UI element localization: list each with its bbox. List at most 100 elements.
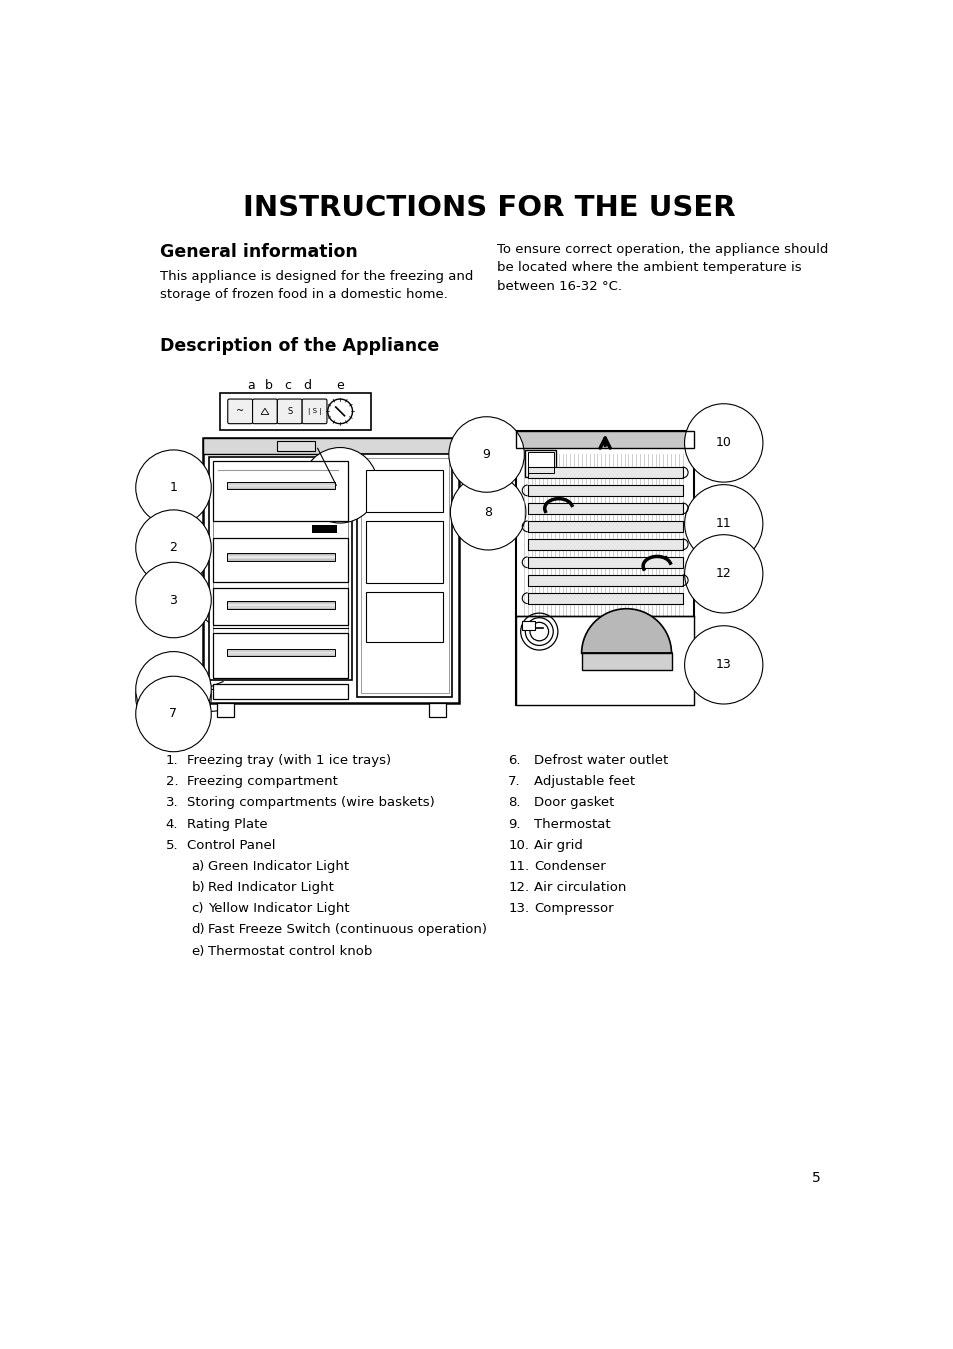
Bar bbox=[527, 575, 682, 585]
Text: Air circulation: Air circulation bbox=[534, 881, 625, 894]
Bar bbox=[527, 538, 682, 549]
Bar bbox=[525, 449, 556, 476]
Text: 7: 7 bbox=[170, 707, 177, 720]
Bar bbox=[521, 621, 534, 630]
Text: Thermostat: Thermostat bbox=[534, 817, 610, 831]
Text: 11.: 11. bbox=[508, 859, 529, 873]
Bar bbox=[209, 457, 352, 680]
Bar bbox=[227, 654, 335, 657]
Text: Storing compartments (wire baskets): Storing compartments (wire baskets) bbox=[187, 796, 435, 809]
Text: Red Indicator Light: Red Indicator Light bbox=[208, 881, 334, 894]
Text: Freezing compartment: Freezing compartment bbox=[187, 776, 338, 788]
Text: 7.: 7. bbox=[508, 776, 520, 788]
Bar bbox=[527, 592, 682, 603]
Bar bbox=[227, 652, 335, 653]
Bar bbox=[227, 486, 335, 488]
Text: | S |: | S | bbox=[308, 407, 321, 415]
Bar bbox=[227, 482, 335, 483]
Bar bbox=[227, 482, 335, 490]
Text: 13: 13 bbox=[715, 658, 731, 672]
Text: e): e) bbox=[192, 944, 205, 958]
Text: 8: 8 bbox=[483, 506, 492, 519]
Text: 10: 10 bbox=[715, 437, 731, 449]
Text: 13.: 13. bbox=[508, 902, 529, 915]
Text: b: b bbox=[265, 379, 273, 393]
Text: Freezing tray (with 1 ice trays): Freezing tray (with 1 ice trays) bbox=[187, 754, 391, 768]
Text: Rating Plate: Rating Plate bbox=[187, 817, 268, 831]
Bar bbox=[429, 703, 446, 718]
Bar bbox=[213, 538, 348, 583]
Text: 10.: 10. bbox=[508, 839, 529, 851]
Text: Green Indicator Light: Green Indicator Light bbox=[208, 859, 349, 873]
Bar bbox=[516, 616, 694, 704]
Text: Door gasket: Door gasket bbox=[534, 796, 614, 809]
Text: Yellow Indicator Light: Yellow Indicator Light bbox=[208, 902, 350, 915]
Bar bbox=[227, 553, 335, 561]
Text: Thermostat control knob: Thermostat control knob bbox=[208, 944, 373, 958]
Bar bbox=[527, 486, 682, 496]
Bar bbox=[220, 393, 371, 430]
Circle shape bbox=[328, 399, 353, 424]
Bar bbox=[516, 432, 694, 448]
Text: 5: 5 bbox=[335, 479, 344, 492]
Text: Control Panel: Control Panel bbox=[187, 839, 275, 851]
Bar bbox=[216, 703, 233, 718]
Text: Compressor: Compressor bbox=[534, 902, 613, 915]
Bar bbox=[227, 602, 335, 610]
Text: ~: ~ bbox=[235, 406, 244, 417]
Text: 11: 11 bbox=[715, 517, 731, 530]
Bar bbox=[227, 483, 335, 484]
Text: 2.: 2. bbox=[166, 776, 178, 788]
Bar bbox=[213, 460, 348, 676]
Bar bbox=[227, 554, 335, 556]
Bar bbox=[366, 592, 443, 642]
Bar bbox=[366, 522, 443, 583]
FancyBboxPatch shape bbox=[302, 399, 327, 424]
Bar bbox=[227, 484, 335, 486]
Text: Adjustable feet: Adjustable feet bbox=[534, 776, 635, 788]
Text: General information: General information bbox=[159, 243, 357, 260]
Bar bbox=[360, 459, 448, 693]
Bar bbox=[227, 650, 335, 652]
Bar bbox=[227, 603, 335, 604]
Bar bbox=[227, 488, 335, 490]
Bar bbox=[227, 607, 335, 610]
Text: e: e bbox=[335, 379, 344, 393]
Text: 1: 1 bbox=[170, 482, 177, 494]
FancyBboxPatch shape bbox=[277, 399, 302, 424]
Text: 12.: 12. bbox=[508, 881, 529, 894]
Text: 1.: 1. bbox=[166, 754, 178, 768]
Wedge shape bbox=[581, 608, 671, 653]
FancyBboxPatch shape bbox=[228, 399, 253, 424]
FancyBboxPatch shape bbox=[253, 399, 277, 424]
Text: Description of the Appliance: Description of the Appliance bbox=[159, 337, 438, 355]
Bar bbox=[527, 467, 682, 478]
Text: This appliance is designed for the freezing and
storage of frozen food in a dome: This appliance is designed for the freez… bbox=[159, 270, 473, 301]
Bar bbox=[227, 553, 335, 554]
Text: S: S bbox=[287, 407, 292, 415]
Bar bbox=[227, 653, 335, 654]
Bar bbox=[213, 460, 348, 521]
Bar bbox=[213, 633, 348, 677]
Text: a): a) bbox=[192, 859, 204, 873]
Bar bbox=[356, 455, 452, 697]
Text: INSTRUCTIONS FOR THE USER: INSTRUCTIONS FOR THE USER bbox=[242, 194, 735, 223]
Text: d): d) bbox=[192, 924, 205, 936]
Text: 3: 3 bbox=[170, 594, 177, 607]
Bar bbox=[227, 604, 335, 606]
Bar bbox=[203, 437, 458, 703]
Bar bbox=[312, 525, 336, 533]
Text: c): c) bbox=[192, 902, 204, 915]
Bar bbox=[227, 649, 335, 650]
Text: a: a bbox=[247, 379, 254, 393]
Text: 6.: 6. bbox=[508, 754, 520, 768]
Bar bbox=[227, 649, 335, 657]
Bar bbox=[527, 452, 554, 473]
Bar bbox=[516, 432, 694, 704]
Text: Defrost water outlet: Defrost water outlet bbox=[534, 754, 667, 768]
Text: Condenser: Condenser bbox=[534, 859, 605, 873]
Bar bbox=[213, 588, 348, 626]
Text: b): b) bbox=[192, 881, 205, 894]
Text: 5: 5 bbox=[812, 1171, 821, 1186]
Bar bbox=[227, 558, 335, 560]
